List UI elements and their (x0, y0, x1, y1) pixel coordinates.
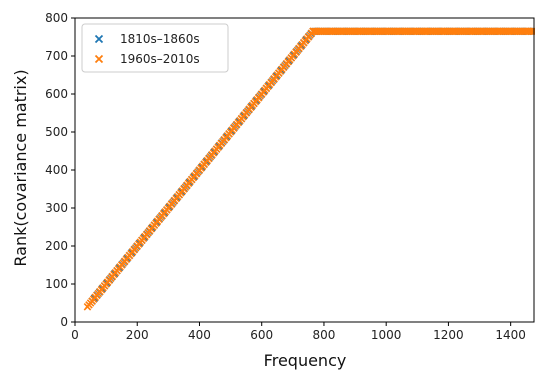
legend-marker (94, 34, 104, 44)
y-axis-label: Rank(covariance matrix) (11, 69, 30, 266)
legend-box (81, 23, 229, 73)
x-tick-label: 1000 (371, 328, 402, 342)
x-tick-label: 1400 (495, 328, 526, 342)
x-tick-label: 800 (312, 328, 335, 342)
y-tick-label: 300 (45, 201, 68, 215)
x-tick-label: 0 (71, 328, 79, 342)
y-tick-label: 200 (45, 239, 68, 253)
legend: 1810s–1860s 1960s–2010s (81, 23, 229, 73)
legend-marker (94, 54, 104, 64)
legend-label: 1810s–1860s (120, 32, 200, 46)
y-tick-label: 400 (45, 163, 68, 177)
y-tick-label: 500 (45, 125, 68, 139)
series-1 (83, 27, 535, 311)
x-tick-label: 200 (126, 328, 149, 342)
y-tick-label: 0 (60, 315, 68, 329)
y-tick-label: 700 (45, 49, 68, 63)
x-axis-label: Frequency (264, 351, 347, 370)
y-tick-label: 800 (45, 11, 68, 25)
y-tick-label: 600 (45, 87, 68, 101)
legend-label: 1960s–2010s (120, 52, 200, 66)
x-tick-label: 400 (188, 328, 211, 342)
data-point (527, 27, 535, 36)
axes: 0 200 400 600 800 1000 1200 1400 0 100 200 300 400 50… (45, 11, 535, 342)
x-tick-label: 1200 (433, 328, 464, 342)
x-tick-label: 600 (250, 328, 273, 342)
y-tick-label: 100 (45, 277, 68, 291)
